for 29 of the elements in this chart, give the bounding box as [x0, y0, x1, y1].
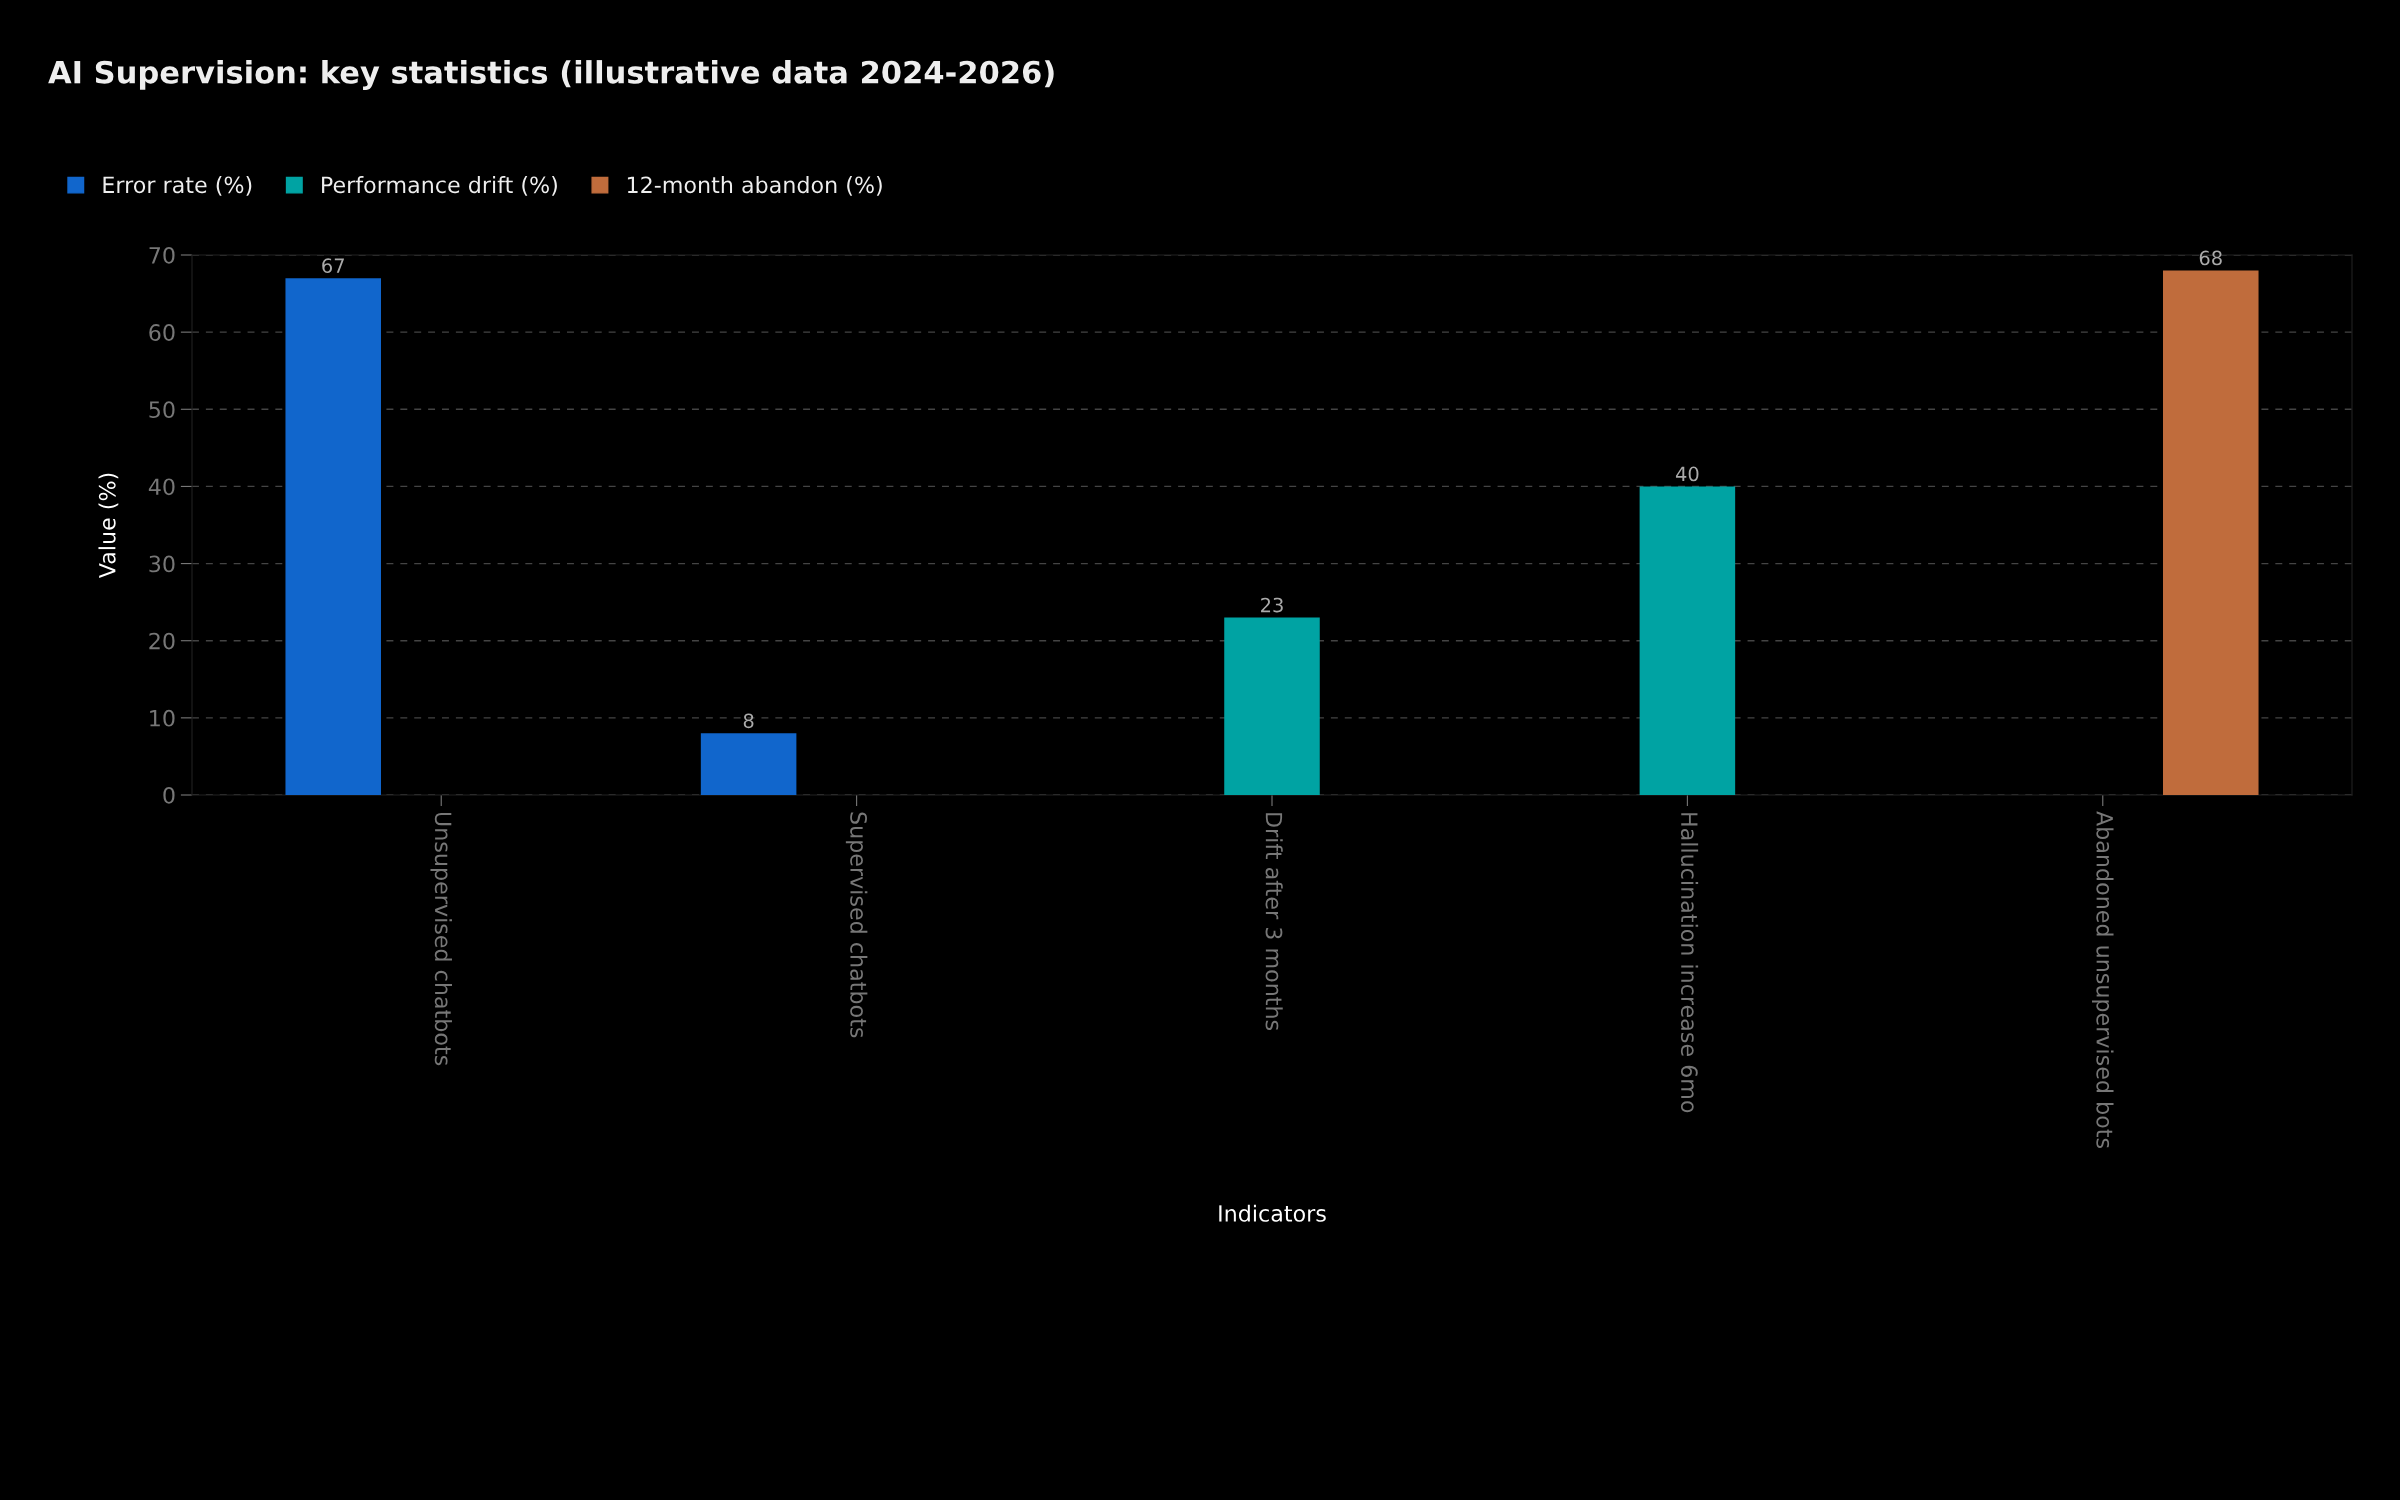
y-tick-label: 50 [149, 401, 175, 419]
x-tick-label: Abandoned unsupervised bots [2092, 811, 2114, 1149]
legend-label: 12-month abandon (%) [627, 175, 882, 196]
x-tick-label: Unsupervised chatbots [430, 812, 452, 1066]
y-tick-label: 0 [163, 786, 175, 804]
bar [1224, 617, 1320, 795]
y-axis-title: Value (%) [98, 473, 119, 579]
y-tick-label: 60 [149, 324, 175, 341]
legend-label: Error rate (%) [103, 176, 252, 196]
data-label: 68 [2199, 250, 2222, 266]
bar [2163, 270, 2259, 795]
y-tick-label: 20 [149, 632, 175, 650]
data-label: 40 [1675, 466, 1699, 482]
bar [700, 733, 797, 795]
legend-label: Performance drift (%) [322, 175, 557, 196]
y-tick-label: 30 [149, 555, 175, 573]
y-tick-label: 70 [149, 246, 175, 264]
data-label: 67 [322, 258, 344, 273]
bar [1639, 486, 1736, 795]
y-tick-label: 40 [148, 478, 175, 496]
data-label: 8 [743, 713, 754, 729]
bar [285, 278, 381, 795]
x-tick-label: Drift after 3 months [1265, 813, 1283, 1031]
chart-title: AI Supervision: key statistics (illustrative data 2024-2026) [48, 60, 1054, 90]
x-axis-title: Indicators [1219, 1204, 1326, 1222]
data-label: 23 [1261, 597, 1283, 613]
y-tick-label: 10 [150, 709, 175, 727]
x-tick-label: Hallucination increase 6mo [1680, 813, 1699, 1113]
x-tick-label: Supervised chatbots [845, 812, 868, 1038]
